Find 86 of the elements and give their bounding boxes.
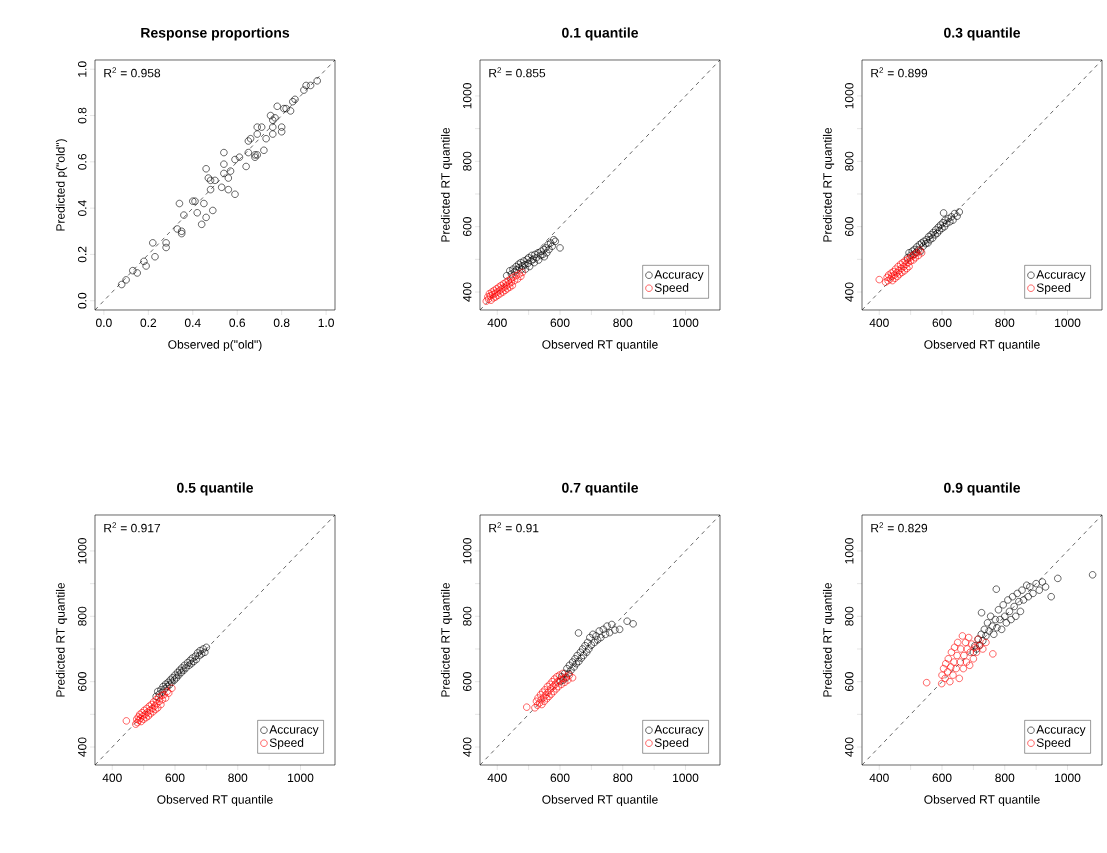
y-axis-title: Predicted p("old") [55,139,68,231]
legend-label: Accuracy [1036,725,1086,737]
x-tick-label: 600 [165,773,185,783]
legend-label: Speed [1036,738,1071,750]
y-axis-title: Predicted RT quantile [822,582,835,697]
x-tick-label: 400 [869,318,889,328]
y-tick-label: 800 [844,606,854,626]
y-tick-label: 800 [462,151,472,171]
x-tick-label: 1000 [288,773,314,783]
chart-title: 0.7 quantile [562,482,639,496]
x-tick-label: 800 [995,773,1015,783]
y-tick-label: 0.4 [77,200,87,217]
x-axis-title: Observed RT quantile [542,794,658,807]
y-tick-label: 800 [77,606,87,626]
x-tick-label: 400 [102,773,122,783]
x-axis-title: Observed RT quantile [542,339,658,352]
y-tick-label: 800 [844,151,854,171]
x-tick-label: 1000 [673,318,699,328]
annotation: R$^{2}$ = 0.91 [489,522,539,533]
legend-label: Accuracy [269,725,319,737]
x-tick-label: 600 [932,318,952,328]
y-tick-label: 1.0 [77,61,87,77]
y-tick-label: 600 [844,217,854,237]
chart-title: 0.9 quantile [944,482,1021,496]
y-axis-title: Predicted RT quantile [822,127,835,242]
y-tick-label: 0.2 [77,246,87,263]
legend-label: Accuracy [654,725,704,737]
x-tick-label: 400 [869,773,889,783]
legend-label: Speed [654,283,689,295]
y-tick-label: 400 [844,737,854,757]
x-tick-label: 800 [613,318,633,328]
y-tick-label: 1000 [462,538,472,564]
x-tick-label: 0.4 [184,318,201,328]
legend-label: Accuracy [654,270,704,282]
legend-label: Speed [1036,283,1071,295]
x-tick-label: 400 [487,773,507,783]
y-tick-label: 1000 [844,538,854,564]
x-tick-label: 1000 [1055,773,1081,783]
x-axis-title: Observed RT quantile [157,794,273,807]
chart-title: 0.5 quantile [177,482,254,496]
x-tick-label: 600 [932,773,952,783]
y-tick-label: 600 [462,672,472,692]
y-tick-label: 800 [462,606,472,626]
y-tick-label: 400 [844,282,854,302]
legend-label: Accuracy [1036,270,1086,282]
annotation: R$^{2}$ = 0.917 [104,522,161,533]
y-axis-title: Predicted RT quantile [440,127,453,242]
x-tick-label: 1000 [1055,318,1081,328]
annotation: R$^{2}$ = 0.855 [489,67,546,78]
x-axis-title: Observed RT quantile [924,339,1040,352]
y-tick-label: 0.0 [77,292,87,309]
annotation: R$^{2}$ = 0.899 [871,67,928,78]
y-tick-label: 1000 [462,83,472,109]
x-tick-label: 1000 [673,773,699,783]
y-tick-label: 400 [462,282,472,302]
chart-title: 0.1 quantile [562,27,639,41]
x-tick-label: 800 [228,773,248,783]
y-tick-label: 400 [77,737,87,757]
y-tick-label: 400 [462,737,472,757]
y-tick-label: 0.6 [77,154,87,170]
y-tick-label: 600 [77,672,87,692]
x-tick-label: 0.0 [96,318,112,328]
y-tick-label: 600 [844,672,854,692]
annotation: R$^{2}$ = 0.958 [104,67,161,78]
chart-title: 0.3 quantile [944,27,1021,41]
x-tick-label: 600 [550,773,570,783]
x-tick-label: 1.0 [318,318,334,328]
x-tick-label: 600 [550,318,570,328]
x-tick-label: 400 [487,318,507,328]
y-tick-label: 1000 [844,83,854,109]
x-tick-label: 800 [613,773,633,783]
x-tick-label: 0.6 [229,318,246,328]
y-axis-title: Predicted RT quantile [440,582,453,697]
x-axis-title: Observed RT quantile [924,794,1040,807]
x-axis-title: Observed p("old") [168,339,262,352]
x-tick-label: 0.2 [140,318,157,328]
y-tick-label: 600 [462,217,472,237]
chart-title: Response proportions [141,27,290,41]
legend-label: Speed [654,738,689,750]
annotation: R$^{2}$ = 0.829 [871,522,928,533]
x-tick-label: 0.8 [273,318,290,328]
legend-label: Speed [269,738,304,750]
y-tick-label: 0.8 [77,107,87,124]
y-tick-label: 1000 [77,538,87,564]
y-axis-title: Predicted RT quantile [55,582,68,697]
x-tick-label: 800 [995,318,1015,328]
